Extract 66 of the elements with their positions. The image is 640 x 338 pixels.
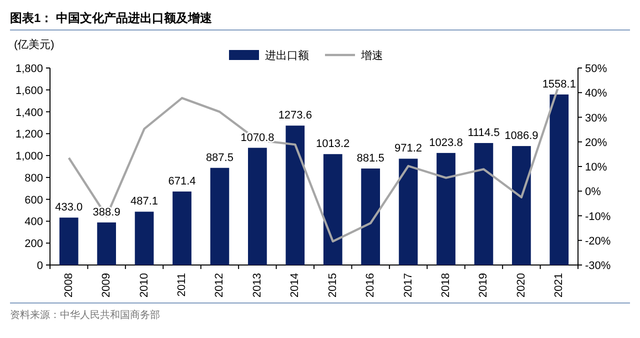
x-tick-label: 2019	[478, 273, 490, 298]
x-tick-label: 2014	[289, 273, 302, 298]
y-tick-label: 400	[24, 216, 43, 228]
x-tick-label: 2020	[515, 273, 528, 298]
x-tick-label: 2011	[176, 273, 188, 297]
data-label: 487.1	[130, 196, 158, 208]
data-label: 1070.8	[240, 132, 274, 144]
y-axis-title: (亿美元)	[14, 38, 54, 51]
y2-tick-label: 30%	[585, 112, 608, 124]
y2-tick-label: -20%	[585, 235, 611, 248]
bar	[474, 143, 494, 265]
bar	[59, 218, 78, 265]
bar	[210, 168, 230, 265]
data-label: 1086.9	[504, 130, 538, 142]
y2-tick-label: 40%	[585, 88, 608, 100]
bar	[436, 152, 456, 265]
text: 资料来源：中华人民共和国商务部	[10, 309, 160, 321]
bar	[134, 212, 154, 265]
data-label: 881.5	[356, 152, 384, 165]
y-tick-label: 1,200	[15, 128, 43, 141]
bar	[248, 148, 267, 265]
y2-tick-label: -30%	[585, 260, 611, 272]
bar	[286, 126, 305, 265]
chart-title: 图表1： 中国文化产品进出口额及增速	[10, 11, 214, 25]
y-tick-label: 1,000	[15, 150, 43, 163]
y-tick-label: 800	[24, 172, 43, 184]
y-tick-label: 0	[36, 260, 43, 272]
data-label: 433.0	[55, 202, 83, 214]
x-tick-label: 2018	[440, 273, 452, 298]
x-tick-label: 2015	[326, 273, 339, 298]
x-tick-label: 2017	[402, 273, 414, 298]
y-tick-label: 1,400	[15, 106, 43, 119]
y2-tick-label: 20%	[585, 136, 608, 149]
data-label: 671.4	[168, 176, 196, 188]
y-tick-label: 200	[24, 238, 43, 250]
data-label: 887.5	[206, 152, 234, 164]
x-tick-label: 2012	[214, 273, 226, 298]
y2-tick-label: 0%	[585, 186, 602, 198]
x-tick-label: 2016	[364, 273, 377, 298]
legend-label: 进出口额	[265, 49, 309, 62]
y-tick-label: 1,800	[15, 63, 43, 75]
x-tick-label: 2013	[251, 273, 264, 298]
data-label: 388.9	[92, 206, 120, 218]
data-label: 1558.1	[542, 78, 576, 90]
bar	[398, 158, 418, 265]
y-tick-label: 1,600	[15, 84, 43, 97]
y2-tick-label: 10%	[585, 162, 608, 174]
legend-label: 增速	[360, 49, 383, 62]
data-label: 1114.5	[468, 127, 500, 140]
x-tick-label: 2009	[100, 273, 113, 298]
bar	[323, 154, 342, 265]
x-tick-label: 2008	[62, 273, 75, 298]
bar	[550, 94, 569, 265]
x-tick-label: 2021	[553, 273, 566, 298]
y2-tick-label: -10%	[585, 210, 611, 223]
data-label: 1273.6	[278, 110, 312, 122]
bar	[512, 146, 531, 265]
x-tick-label: 2010	[138, 273, 150, 298]
bar	[361, 168, 380, 265]
y2-tick-label: 50%	[585, 63, 608, 75]
data-label: 1013.2	[316, 138, 350, 150]
bar	[97, 222, 116, 265]
data-label: 1023.8	[429, 136, 463, 149]
data-label: 971.2	[394, 142, 422, 155]
bar	[172, 192, 192, 265]
y-tick-label: 600	[24, 194, 43, 206]
